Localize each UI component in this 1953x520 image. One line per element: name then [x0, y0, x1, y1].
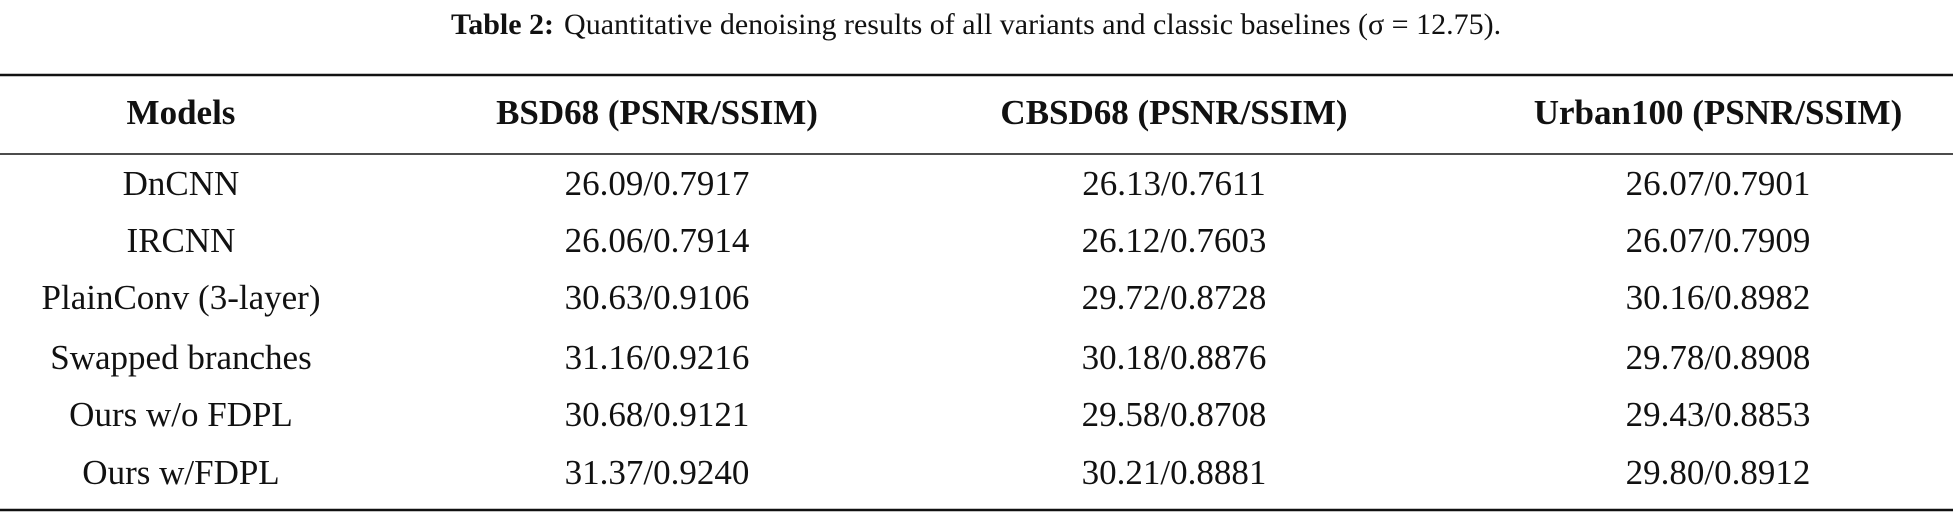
cell: 29.80/0.8912 — [1626, 453, 1811, 492]
cell: 29.78/0.8908 — [1626, 338, 1811, 377]
cell: 30.63/0.9106 — [565, 278, 750, 317]
header-cell: Urban100 (PSNR/SSIM) — [1534, 93, 1903, 132]
row-label: IRCNN — [127, 221, 236, 260]
cell: 26.07/0.7901 — [1626, 164, 1811, 203]
cell: 30.21/0.8881 — [1082, 453, 1267, 492]
cell: 30.68/0.9121 — [565, 395, 750, 434]
cell: 30.16/0.8982 — [1626, 278, 1811, 317]
caption-text: Quantitative denoising results of all va… — [564, 8, 1501, 41]
cell: 26.06/0.7914 — [565, 221, 750, 260]
cell: 29.72/0.8728 — [1082, 278, 1267, 317]
cell: 26.13/0.7611 — [1082, 164, 1265, 203]
row-label: Swapped branches — [50, 338, 311, 377]
cell: 26.07/0.7909 — [1626, 221, 1811, 260]
cell: 29.58/0.8708 — [1082, 395, 1267, 434]
cell: 31.16/0.9216 — [565, 338, 750, 377]
header-cell: Models — [127, 93, 236, 132]
row-label: Ours w/FDPL — [82, 453, 279, 492]
caption-label: Table 2: — [451, 8, 554, 41]
cell: 29.43/0.8853 — [1626, 395, 1811, 434]
caption: Table 2: Quantitative denoising results o… — [451, 8, 1501, 41]
header-cell: CBSD68 (PSNR/SSIM) — [1000, 93, 1347, 132]
cell: 26.12/0.7603 — [1082, 221, 1267, 260]
row-label: Ours w/o FDPL — [69, 395, 293, 434]
row-label: DnCNN — [123, 164, 240, 203]
cell: 26.09/0.7917 — [565, 164, 750, 203]
cell: 30.18/0.8876 — [1082, 338, 1267, 377]
row-label: PlainConv (3-layer) — [42, 278, 321, 317]
header-cell: BSD68 (PSNR/SSIM) — [496, 93, 818, 132]
cell: 31.37/0.9240 — [565, 453, 750, 492]
